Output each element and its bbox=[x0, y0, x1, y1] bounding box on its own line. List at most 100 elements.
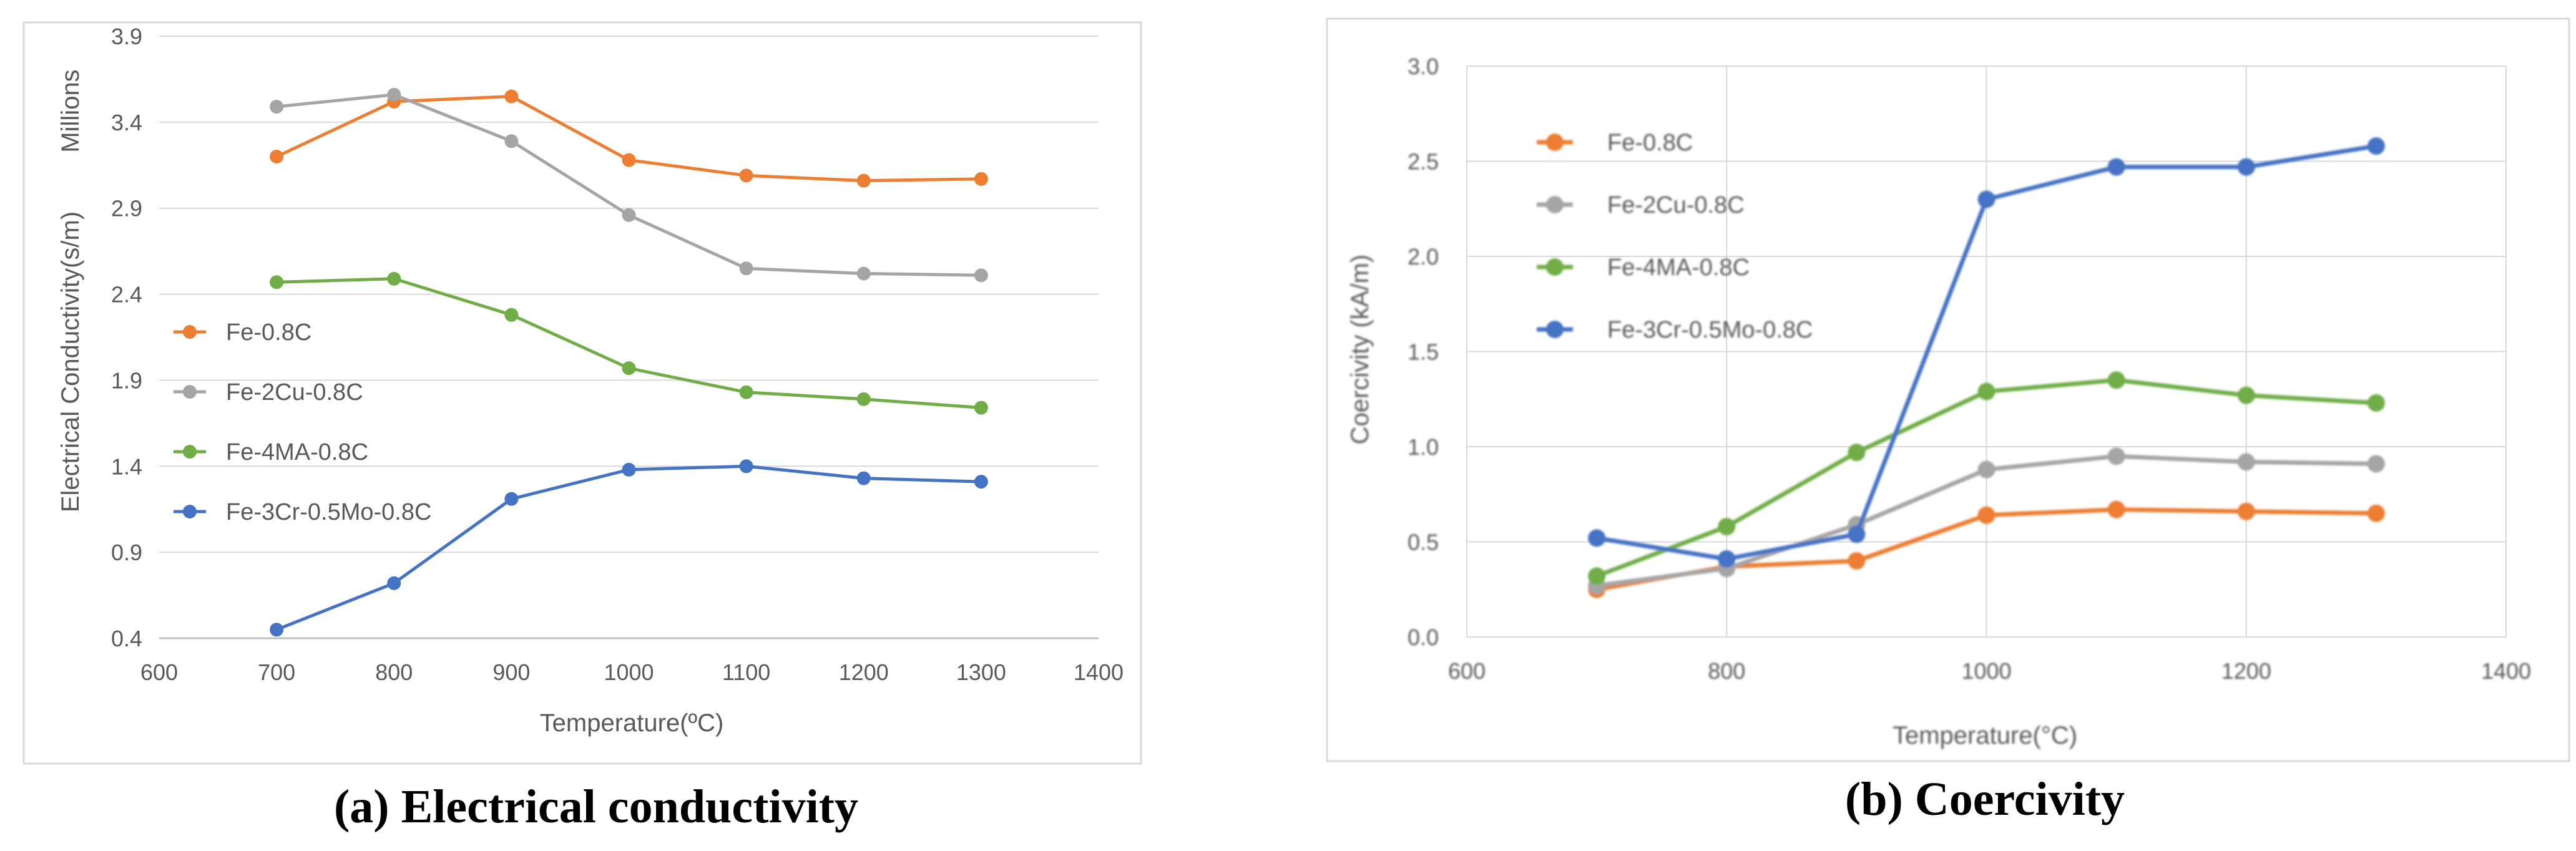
y-tick-label: 1.5 bbox=[1408, 339, 1439, 365]
y-tick-label: 2.9 bbox=[111, 196, 142, 221]
legend-item: Fe-4MA-0.8C bbox=[174, 439, 368, 465]
data-point bbox=[1718, 550, 1736, 568]
data-point bbox=[2237, 502, 2255, 520]
legend-label: Fe-2Cu-0.8C bbox=[1607, 192, 1745, 218]
data-point bbox=[739, 168, 753, 183]
legend-item: Fe-3Cr-0.5Mo-0.8C bbox=[1537, 317, 1813, 343]
data-point bbox=[856, 173, 871, 188]
panel-a-frame bbox=[22, 21, 1142, 765]
legend-item: Fe-2Cu-0.8C bbox=[174, 379, 363, 406]
data-point bbox=[2237, 386, 2255, 404]
y-tick-label: 0.4 bbox=[111, 626, 142, 651]
data-point bbox=[1977, 506, 1996, 524]
data-point bbox=[1848, 525, 1866, 543]
series-fe-3cr-0-5mo-0-8c bbox=[1588, 137, 2385, 568]
data-point bbox=[856, 471, 871, 485]
legend-label: Fe-3Cr-0.5Mo-0.8C bbox=[1607, 317, 1813, 343]
data-point bbox=[2367, 455, 2385, 473]
data-point bbox=[856, 392, 871, 406]
legend-item: Fe-3Cr-0.5Mo-0.8C bbox=[174, 499, 431, 525]
y-tick-label: 3.9 bbox=[111, 24, 142, 49]
x-tick-label: 1200 bbox=[2221, 658, 2271, 684]
x-tick-label: 800 bbox=[375, 659, 413, 685]
panel-a-gridlines bbox=[159, 36, 1099, 639]
panel-b-legend: Fe-0.8C Fe-2Cu-0.8C Fe-4MA-0.8C Fe-3Cr-0.5M… bbox=[1537, 130, 1813, 343]
data-point bbox=[2367, 394, 2385, 412]
data-point bbox=[2107, 447, 2125, 465]
series-fe-4ma-0-8c bbox=[270, 271, 988, 415]
data-point bbox=[504, 89, 519, 104]
data-point bbox=[1588, 529, 1606, 547]
y-tick-label: 2.4 bbox=[111, 282, 142, 308]
y-tick-label: 1.9 bbox=[111, 367, 142, 393]
x-tick-label: 700 bbox=[258, 659, 295, 685]
data-point bbox=[2107, 371, 2125, 389]
data-point bbox=[1588, 567, 1606, 585]
legend-item: Fe-2Cu-0.8C bbox=[1537, 192, 1745, 218]
legend-label: Fe-4MA-0.8C bbox=[226, 439, 368, 465]
data-point bbox=[387, 271, 401, 286]
y-tick-label: 2.5 bbox=[1408, 149, 1439, 175]
panel-b-coercivity: 0.0 0.5 1.0 1.5 2.0 2.5 3.0 600 800 1000 1200 1400… bbox=[1326, 17, 2570, 762]
legend-item: Fe-0.8C bbox=[1537, 130, 1693, 156]
panel-b-x-axis-title: Temperature(°C) bbox=[1893, 722, 2077, 749]
legend-swatch-marker bbox=[1546, 196, 1564, 213]
data-point bbox=[270, 100, 284, 114]
panel-b-y-axis-title: Coercivity (kA/m) bbox=[1346, 255, 1374, 444]
y-tick-label: 0.9 bbox=[111, 540, 142, 565]
x-tick-label: 1200 bbox=[839, 659, 889, 685]
data-point bbox=[622, 153, 636, 167]
series-fe-4ma-0-8c bbox=[1588, 371, 2385, 585]
panel-a-y-unit: Millions bbox=[57, 69, 84, 152]
x-tick-label: 1300 bbox=[956, 659, 1006, 685]
data-point bbox=[974, 172, 988, 186]
legend-item: Fe-0.8C bbox=[174, 319, 311, 346]
data-point bbox=[270, 623, 284, 637]
legend-swatch-marker bbox=[183, 505, 197, 518]
series-fe-0-8c bbox=[270, 89, 988, 188]
data-point bbox=[739, 261, 753, 276]
x-tick-label: 1000 bbox=[1961, 658, 2011, 684]
data-point bbox=[2237, 158, 2255, 176]
panel-a-legend: Fe-0.8C Fe-2Cu-0.8C Fe-4MA-0.8C Fe-3Cr-0.5M… bbox=[174, 319, 431, 525]
y-tick-label: 3.4 bbox=[111, 110, 142, 135]
data-point bbox=[270, 275, 284, 289]
legend-swatch-marker bbox=[183, 445, 197, 459]
data-point bbox=[504, 308, 519, 322]
data-point bbox=[974, 475, 988, 489]
series-fe-2cu-0-8c bbox=[270, 87, 988, 283]
data-point bbox=[974, 401, 988, 415]
data-point bbox=[622, 361, 636, 376]
legend-label: Fe-4MA-0.8C bbox=[1607, 255, 1750, 281]
legend-item: Fe-4MA-0.8C bbox=[1537, 255, 1750, 281]
data-point bbox=[387, 87, 401, 102]
legend-label: Fe-0.8C bbox=[1607, 130, 1693, 156]
data-point bbox=[270, 150, 284, 163]
data-point bbox=[856, 266, 871, 281]
panel-a-caption: (a) Electrical conductivity bbox=[334, 780, 858, 833]
panel-a-x-axis-title: Temperature(ºC) bbox=[540, 709, 724, 737]
panel-b-series bbox=[1588, 137, 2385, 598]
y-tick-label: 1.4 bbox=[111, 454, 142, 479]
data-point bbox=[504, 134, 519, 148]
x-tick-label: 1000 bbox=[604, 659, 654, 685]
panel-b-x-ticks: 600 800 1000 1200 1400 bbox=[1448, 658, 2531, 684]
panel-a-series bbox=[270, 87, 988, 637]
data-point bbox=[1977, 190, 1996, 208]
panel-a-y-ticks: 0.4 0.9 1.4 1.9 2.4 2.9 3.4 3.9 bbox=[111, 24, 142, 651]
panel-b-y-ticks: 0.0 0.5 1.0 1.5 2.0 2.5 3.0 bbox=[1408, 54, 1439, 650]
data-point bbox=[1977, 460, 1996, 479]
legend-label: Fe-0.8C bbox=[226, 319, 311, 346]
data-point bbox=[739, 459, 753, 474]
panel-b-gridlines bbox=[1466, 66, 2507, 638]
legend-swatch-marker bbox=[183, 385, 197, 399]
legend-swatch-marker bbox=[1546, 258, 1564, 276]
data-point bbox=[622, 462, 636, 477]
panel-b-caption: (b) Coercivity bbox=[1845, 773, 2125, 825]
series-fe-3cr-0-5mo-0-8c bbox=[270, 459, 988, 637]
x-tick-label: 900 bbox=[492, 659, 530, 685]
data-point bbox=[1848, 552, 1866, 570]
data-point bbox=[2367, 504, 2385, 522]
y-tick-label: 2.0 bbox=[1408, 244, 1439, 270]
